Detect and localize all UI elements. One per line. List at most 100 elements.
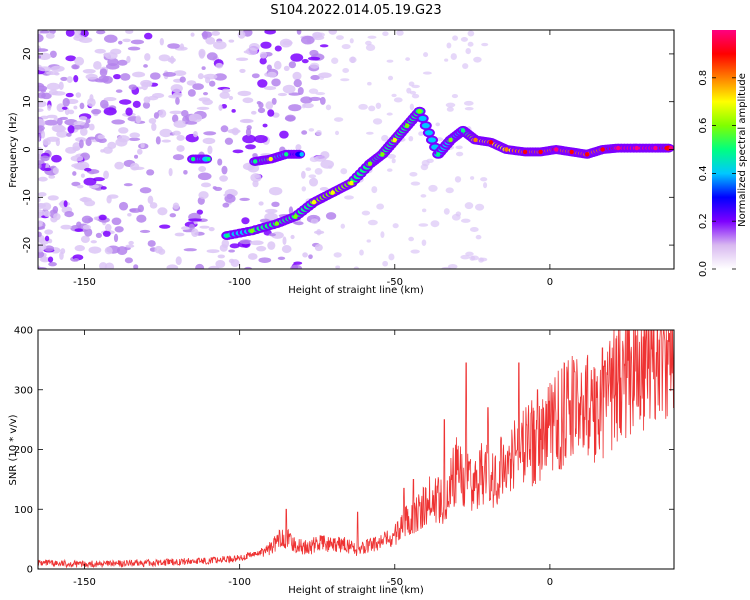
noise-blob [38,146,44,155]
y-tick-label: 400 [14,326,33,337]
noise-blob [386,112,393,116]
noise-blob [118,127,129,134]
noise-blob [139,187,152,194]
noise-blob [350,56,356,64]
noise-blob [188,218,203,222]
noise-blob [380,231,385,239]
noise-blob [297,87,304,95]
noise-blob [71,163,84,168]
noise-blob [446,106,454,112]
ridge-peak [349,180,354,186]
noise-blob [132,100,141,108]
noise-blob [444,58,449,62]
y-tick-label: 100 [14,505,33,516]
noise-blob [470,176,475,180]
noise-blob [475,234,482,240]
noise-blob [158,54,171,62]
noise-blob [387,75,394,81]
noise-blob [265,101,274,110]
noise-blob [170,84,183,93]
x-tick: 0 [547,30,553,288]
noise-blob [181,226,190,231]
noise-blob [249,240,264,246]
noise-blob [388,253,395,261]
noise-blob [454,176,462,183]
noise-blob [85,73,98,80]
noise-blob [451,94,459,99]
noise-blob [107,141,117,150]
x-tick: -150 [73,330,96,588]
noise-blob [44,119,58,126]
ridge-peak [293,214,298,219]
colorbar-tick: 0.0 [698,261,736,277]
noise-blob [98,214,107,221]
noise-blob [103,52,110,57]
noise-blob [46,82,61,91]
spectrogram-marks [38,30,674,269]
x-tick: -100 [228,330,251,588]
noise-blob [473,56,482,63]
noise-blob [71,124,85,130]
noise-blob [122,38,131,43]
noise-blob [38,52,51,61]
noise-blob [353,266,360,269]
noise-blob [262,123,268,128]
noise-blob [103,170,109,180]
noise-blob [83,177,97,186]
noise-blob [367,219,378,226]
noise-blob [366,239,371,243]
noise-blob [173,70,187,77]
noise-blob [40,89,47,93]
noise-blob [217,254,226,259]
ridge-peak [522,149,528,155]
noise-blob [203,92,209,96]
noise-blob [445,187,454,194]
noise-blob [53,213,61,221]
noise-blob [118,40,123,45]
noise-blob [123,183,133,187]
snr-y-label: SNR (10 * v/v) [8,414,19,485]
ridge-peak [283,152,289,157]
noise-blob [70,155,84,162]
noise-blob [232,149,244,154]
noise-blob [38,266,47,269]
noise-blob [66,76,73,83]
noise-blob [159,37,164,46]
noise-blob [308,174,317,179]
ridge-peak [206,156,211,162]
noise-blob [391,93,397,98]
ridge-peak [653,145,658,151]
noise-blob [334,130,340,136]
ridge-core [418,115,427,122]
noise-blob [288,206,294,215]
noise-blob [85,118,91,124]
noise-blob [293,79,302,88]
noise-blob [89,94,94,102]
noise-blob [282,40,293,46]
ridge-peak [473,137,478,143]
ridge-peak [448,137,453,143]
noise-blob [420,194,427,198]
noise-blob [38,220,43,226]
ridge-peak [569,149,574,155]
noise-blob [84,199,96,207]
x-tick-label: 0 [547,577,553,588]
noise-blob [382,31,389,37]
noise-blob [301,103,306,109]
noise-blob [60,76,68,81]
noise-blob [137,204,144,213]
noise-blob [120,73,131,81]
noise-blob [421,208,427,213]
noise-blob [239,239,253,245]
noise-blob [38,48,49,52]
y-tick: 0 [27,565,674,576]
noise-blob [308,88,319,94]
snr-background [38,330,674,569]
colorbar: 0.0 0.2 0.4 0.6 0.8 Normalized spectral ampl… [698,30,748,277]
ridge-peak [380,152,385,157]
noise-blob [239,68,246,73]
noise-blob [408,135,414,142]
y-tick: 400 [14,326,674,337]
spectrogram-main-ridge [221,106,674,241]
noise-blob [368,105,376,112]
